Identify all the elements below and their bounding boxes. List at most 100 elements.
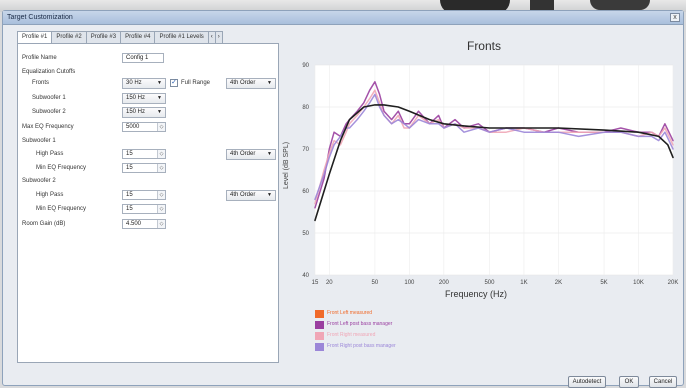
- chevron-down-icon: ▼: [267, 192, 272, 198]
- chevron-down-icon: ▼: [157, 95, 162, 101]
- y-axis-label: Level (dB SPL): [283, 141, 290, 189]
- profile-panel: Profile #1 Profile #2 Profile #3 Profile…: [17, 31, 279, 363]
- sub2-order-select[interactable]: 4th Order ▼: [226, 190, 276, 201]
- sub1-order-select[interactable]: 4th Order ▼: [226, 149, 276, 160]
- subwoofer-2-cutoff-select[interactable]: 150 Hz ▼: [122, 107, 166, 118]
- series-line-4: [314, 93, 674, 201]
- tab-profile-2[interactable]: Profile #2: [51, 31, 87, 43]
- sub2-min-eq-label: Min EQ Frequency: [36, 206, 87, 212]
- spinner-icon[interactable]: ◇: [157, 164, 165, 172]
- y-tick-label: 50: [302, 231, 309, 237]
- x-tick-label: 100: [404, 280, 415, 286]
- tab-profile-3[interactable]: Profile #3: [85, 31, 122, 43]
- legend-swatch: [315, 310, 324, 318]
- fronts-chart: Fronts 40 50 60 70 80 90 15 20 50 100 200 500 1K 2K 5K…: [283, 37, 683, 357]
- target-customization-window: Target Customization x Profile #1 Profil…: [2, 10, 684, 388]
- sub1-high-pass-input[interactable]: 15 ◇: [122, 149, 166, 159]
- series-line-5: [314, 104, 674, 222]
- sub1-high-pass-label: High Pass: [36, 151, 64, 157]
- sub2-min-eq-input[interactable]: 15 ◇: [122, 204, 166, 214]
- legend-label: Front Left post bass manager: [327, 321, 393, 327]
- subwoofer-2-cutoff-value: 150 Hz: [126, 109, 146, 115]
- sub1-high-pass-value: 15: [126, 151, 133, 157]
- sub1-min-eq-value: 15: [126, 165, 133, 171]
- sub1-min-eq-label: Min EQ Frequency: [36, 165, 87, 171]
- legend-swatch: [315, 332, 324, 340]
- max-eq-frequency-input[interactable]: 5000 ◇: [122, 122, 166, 132]
- legend-label: Front Right measured: [327, 332, 376, 338]
- sub1-order-value: 4th Order: [230, 151, 256, 157]
- sub2-high-pass-label: High Pass: [36, 192, 64, 198]
- room-gain-input[interactable]: 4.500 ◇: [122, 219, 166, 229]
- y-tick-label: 90: [302, 63, 309, 69]
- chevron-down-icon: ▼: [157, 80, 162, 86]
- tab-profile-4[interactable]: Profile #4: [120, 31, 156, 43]
- y-tick-label: 70: [302, 147, 309, 153]
- legend-label: Front Right post bass manager: [327, 343, 396, 349]
- spinner-icon[interactable]: ◇: [157, 205, 165, 213]
- subwoofer-1-header: Subwoofer 1: [22, 138, 56, 144]
- spinner-icon[interactable]: ◇: [157, 123, 165, 131]
- cancel-button[interactable]: Cancel: [649, 376, 677, 388]
- x-tick-label: 1K: [520, 280, 527, 286]
- x-tick-label: 5K: [600, 280, 607, 286]
- fronts-label: Fronts: [32, 80, 50, 86]
- legend-swatch: [315, 343, 324, 351]
- ok-button[interactable]: OK: [619, 376, 639, 388]
- legend-swatch: [315, 321, 324, 329]
- desktop-decoration: [590, 0, 650, 10]
- y-tick-label: 40: [302, 273, 309, 279]
- subwoofer-1-cutoff-value: 150 Hz: [126, 95, 146, 101]
- legend-label: Front Left measured: [327, 310, 373, 316]
- sub2-order-value: 4th Order: [230, 192, 256, 198]
- chevron-down-icon: ▼: [267, 151, 272, 157]
- subwoofer-1-cutoff-select[interactable]: 150 Hz ▼: [122, 93, 166, 104]
- autodetect-button[interactable]: Autodetect: [568, 376, 606, 388]
- x-tick-label: 2K: [555, 280, 562, 286]
- tab-scroll-right[interactable]: ›: [214, 31, 223, 43]
- profile-tabs: Profile #1 Profile #2 Profile #3 Profile…: [17, 31, 223, 44]
- x-tick-label: 20K: [668, 280, 679, 286]
- window-title: Target Customization: [7, 14, 73, 21]
- desktop-background: [0, 0, 686, 12]
- spinner-icon[interactable]: ◇: [157, 191, 165, 199]
- subwoofer-2-header: Subwoofer 2: [22, 178, 56, 184]
- fronts-order-value: 4th Order: [230, 80, 256, 86]
- fronts-order-select[interactable]: 4th Order ▼: [226, 78, 276, 89]
- x-tick-label: 500: [484, 280, 495, 286]
- chevron-down-icon: ▼: [267, 80, 272, 86]
- max-eq-frequency-value: 5000: [126, 124, 140, 130]
- profile-name-label: Profile Name: [22, 55, 57, 61]
- fronts-cutoff-select[interactable]: 30 Hz ▼: [122, 78, 166, 89]
- chart-svg: 40 50 60 70 80 90 15 20 50 100 200 500 1K 2K 5K 10K 20K: [302, 63, 679, 286]
- spinner-icon[interactable]: ◇: [157, 220, 165, 228]
- full-range-label: Full Range: [181, 80, 211, 86]
- chart-title: Fronts: [466, 39, 501, 53]
- spinner-icon[interactable]: ◇: [157, 150, 165, 158]
- x-tick-label: 50: [372, 280, 379, 286]
- eq-cutoffs-label: Equalization Cutoffs: [22, 69, 76, 75]
- subwoofer-1-label: Subwoofer 1: [32, 95, 66, 101]
- sub2-high-pass-input[interactable]: 15 ◇: [122, 190, 166, 200]
- tab-content: Profile Name Config 1 Equalization Cutof…: [17, 43, 279, 363]
- sub1-min-eq-input[interactable]: 15 ◇: [122, 163, 166, 173]
- x-tick-label: 20: [326, 280, 333, 286]
- y-tick-label: 80: [302, 105, 309, 111]
- max-eq-frequency-label: Max EQ Frequency: [22, 124, 74, 130]
- sub2-high-pass-value: 15: [126, 192, 133, 198]
- fronts-cutoff-value: 30 Hz: [126, 80, 142, 86]
- close-button[interactable]: x: [670, 13, 680, 22]
- chevron-down-icon: ▼: [157, 109, 162, 115]
- x-axis-label: Frequency (Hz): [445, 289, 508, 299]
- profile-name-input[interactable]: Config 1: [122, 53, 164, 63]
- y-tick-label: 60: [302, 189, 309, 195]
- full-range-checkbox[interactable]: ✓: [170, 79, 178, 87]
- tab-profile-1-levels[interactable]: Profile #1 Levels: [154, 31, 209, 43]
- x-tick-label: 15: [312, 280, 319, 286]
- title-bar[interactable]: Target Customization: [3, 11, 683, 25]
- x-tick-label: 10K: [633, 280, 644, 286]
- subwoofer-2-label: Subwoofer 2: [32, 109, 66, 115]
- x-tick-label: 200: [439, 280, 450, 286]
- room-gain-label: Room Gain (dB): [22, 221, 66, 227]
- sub2-min-eq-value: 15: [126, 206, 133, 212]
